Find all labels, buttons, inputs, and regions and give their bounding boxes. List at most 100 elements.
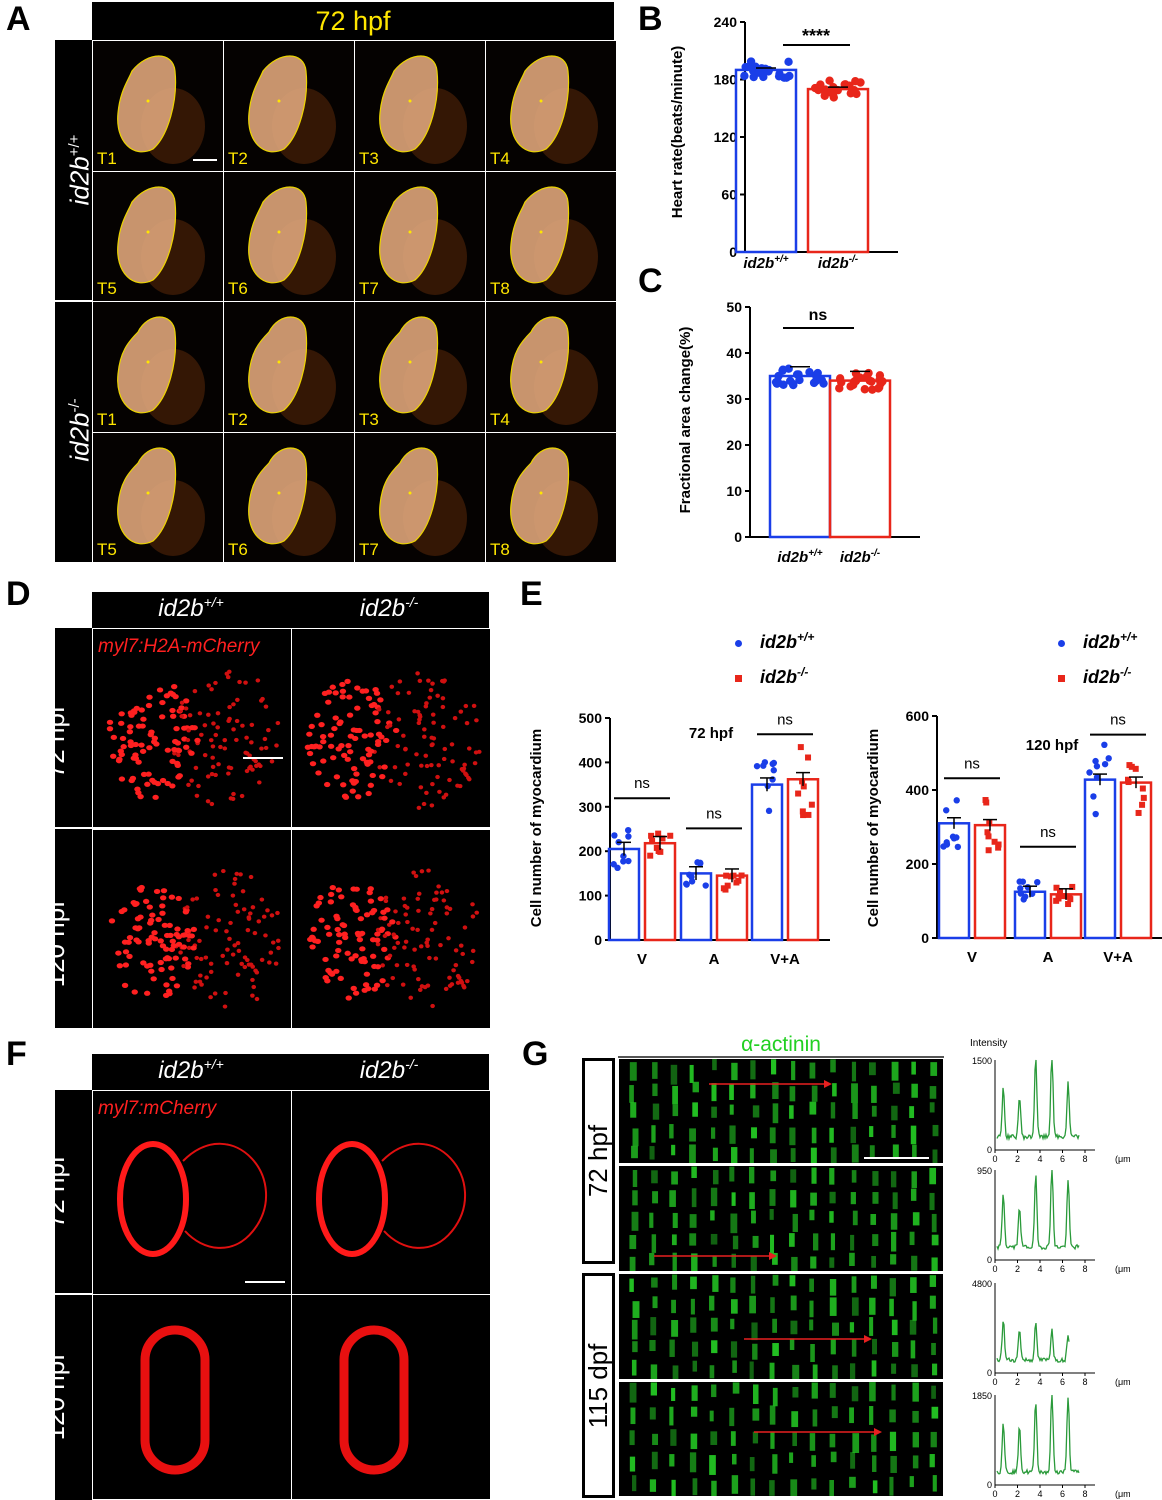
- z-disc: [652, 1433, 659, 1446]
- nucleus: [155, 916, 162, 923]
- z-disc: [851, 1339, 857, 1357]
- intensity-profile: 4800 00 2 4 6 8 (μm): [972, 1279, 1130, 1387]
- nucleus: [349, 902, 357, 908]
- sarcomere-image: [618, 1058, 944, 1164]
- z-disc: [829, 1257, 835, 1268]
- z-disc: [752, 1343, 758, 1360]
- nucleus: [223, 990, 228, 996]
- profile-xtick: 0: [992, 1377, 997, 1387]
- data-point: [1125, 779, 1132, 786]
- nucleus: [412, 947, 417, 952]
- nucleus: [146, 694, 153, 700]
- panel-d-row-72: 72 hpf: [40, 705, 70, 779]
- nucleus: [145, 702, 153, 709]
- nucleus: [384, 907, 391, 913]
- profile-unit: (μm): [1115, 1377, 1130, 1387]
- chart-c-xtick-ko: id2b-/-: [840, 548, 881, 566]
- data-point: [1126, 762, 1133, 769]
- nucleus: [148, 729, 155, 735]
- z-disc: [892, 1144, 899, 1160]
- z-disc: [730, 1213, 738, 1234]
- z-disc: [730, 1431, 736, 1446]
- panel-label-c: C: [638, 262, 663, 300]
- chart-b-axes: 0 60 120 180 240: [714, 14, 898, 260]
- nucleus: [417, 987, 423, 992]
- nucleus: [388, 778, 394, 783]
- frame-label: T5: [97, 540, 117, 559]
- nucleus: [185, 737, 191, 743]
- z-disc: [770, 1170, 777, 1182]
- nucleus: [385, 710, 391, 715]
- nucleus: [340, 922, 348, 929]
- nucleus: [121, 907, 128, 913]
- nucleus: [450, 759, 455, 764]
- panel-f-header: id2b+/+ id2b-/-: [92, 1054, 489, 1090]
- nucleus: [394, 963, 400, 968]
- panel-f-col-ko: id2b-/-: [359, 1056, 419, 1084]
- y-tick-label: 240: [714, 14, 738, 30]
- z-disc: [889, 1298, 894, 1317]
- chart-e120-ylabel: Cell number of myocardium: [865, 729, 882, 927]
- heart-outline: [379, 186, 439, 283]
- z-disc: [752, 1235, 759, 1248]
- data-point: [625, 857, 632, 865]
- z-disc: [749, 1361, 754, 1379]
- z-disc: [669, 1190, 676, 1207]
- nucleus: [231, 791, 236, 797]
- z-disc: [871, 1434, 877, 1452]
- ventricle-outline: [140, 1325, 210, 1475]
- nucleus: [232, 876, 238, 882]
- data-point: [800, 812, 807, 819]
- nucleus: [256, 919, 262, 924]
- nucleus: [212, 872, 218, 877]
- heart-frame: T5: [92, 431, 224, 563]
- nucleus: [325, 931, 333, 937]
- nucleus: [110, 734, 118, 740]
- nucleus: [153, 741, 160, 747]
- z-disc: [651, 1234, 657, 1253]
- nucleus: [318, 722, 325, 728]
- nucleus: [122, 962, 130, 968]
- z-disc: [710, 1210, 715, 1221]
- nucleus: [121, 982, 129, 988]
- nucleus: [170, 942, 178, 949]
- nucleus: [471, 703, 477, 708]
- z-disc: [912, 1144, 917, 1158]
- nucleus: [221, 868, 226, 874]
- z-disc: [751, 1127, 757, 1139]
- profile-unit: (μm): [1115, 1264, 1130, 1274]
- nucleus: [190, 926, 198, 933]
- z-disc: [869, 1406, 874, 1425]
- nucleus: [377, 896, 384, 902]
- data-point: [943, 839, 950, 846]
- data-point: [985, 833, 992, 840]
- data-point: [740, 71, 749, 81]
- nucleus: [320, 758, 327, 764]
- data-point: [799, 778, 806, 785]
- nucleus: [333, 774, 341, 780]
- scale-bar: [243, 757, 283, 759]
- z-disc: [829, 1383, 836, 1398]
- nucleus: [315, 770, 322, 776]
- z-disc: [911, 1083, 918, 1098]
- data-point: [620, 852, 627, 860]
- nucleus: [377, 765, 383, 770]
- z-disc: [830, 1451, 837, 1463]
- nucleus: [165, 956, 173, 962]
- z-disc: [929, 1295, 936, 1309]
- data-point: [985, 847, 992, 854]
- z-disc: [931, 1406, 939, 1419]
- nucleus: [431, 736, 437, 741]
- profile-xtick: 8: [1082, 1264, 1087, 1274]
- nucleus: [227, 704, 232, 710]
- data-point: [620, 858, 627, 865]
- nucleus: [159, 903, 166, 909]
- nucleus: [234, 737, 239, 743]
- nucleus: [385, 724, 390, 730]
- nucleus: [462, 762, 467, 767]
- nucleus: [334, 926, 341, 933]
- z-disc: [671, 1234, 677, 1246]
- nucleus: [419, 984, 425, 989]
- z-disc: [629, 1085, 634, 1103]
- nucleus: [235, 940, 241, 946]
